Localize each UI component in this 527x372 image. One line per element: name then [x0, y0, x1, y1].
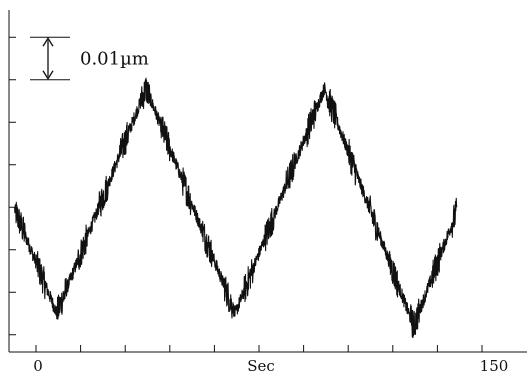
scale-arrow-down — [42, 70, 54, 80]
scale-arrow-up — [42, 37, 54, 47]
scale-bar-label: 0.01µm — [80, 49, 149, 70]
x-axis-title: Sec — [247, 357, 275, 372]
axis-labels: 0 Sec 150 0.01µm — [33, 49, 508, 372]
axes — [8, 10, 527, 353]
series-line — [14, 77, 458, 339]
x-tick-label-0: 0 — [33, 357, 43, 372]
signal-trace — [14, 77, 458, 339]
scale-bar — [30, 36, 70, 81]
x-tick-label-150: 150 — [480, 357, 509, 372]
ticks — [9, 36, 483, 352]
